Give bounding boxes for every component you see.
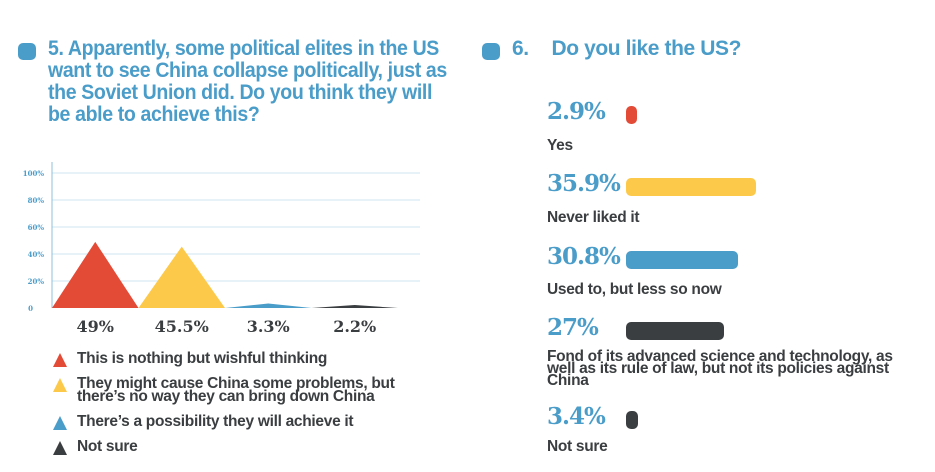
- data-label: 2.2%: [333, 317, 376, 336]
- triangle-bar: [225, 303, 312, 308]
- chart-marks: [52, 241, 398, 308]
- data-labels: 49% 45.5% 3.3% 2.2%: [77, 317, 377, 336]
- legend-triangle-blue-icon: [53, 416, 67, 430]
- legend-label: This is nothing but wishful thinking: [77, 350, 328, 367]
- y-tick-label: 0: [28, 304, 33, 313]
- result-label: Never liked it: [547, 209, 640, 226]
- data-label: 45.5%: [155, 317, 209, 336]
- chart-grid: [52, 172, 420, 282]
- legend-item: Not sure: [50, 438, 430, 455]
- question-6-number: 6.: [512, 37, 529, 60]
- y-axis-ticks: 0 20% 40% 60% 80% 100%: [23, 169, 45, 313]
- legend-triangle-red-icon: [53, 353, 67, 367]
- triangle-bar: [138, 246, 225, 308]
- result-label: Not sure: [547, 438, 608, 455]
- result-bar: [626, 106, 637, 124]
- triangle-bar: [311, 305, 398, 308]
- y-tick-label: 40%: [28, 250, 45, 259]
- result-label: Fond of its advanced science and technol…: [547, 348, 893, 389]
- result-label: Yes: [547, 137, 573, 154]
- result-percentage: 2.9%: [547, 98, 606, 125]
- question-5-bullet-icon: [18, 43, 36, 60]
- y-tick-label: 20%: [28, 277, 45, 286]
- legend-item: There’s a possibility they will achieve …: [50, 413, 430, 430]
- result-percentage: 3.4%: [547, 403, 606, 430]
- legend-item: This is nothing but wishful thinking: [50, 350, 430, 367]
- question-6-bullet-icon: [482, 43, 500, 60]
- legend-triangle-yellow-icon: [53, 378, 67, 392]
- data-label: 49%: [77, 317, 114, 336]
- result-percentage: 27%: [547, 314, 599, 341]
- result-label: Used to, but less so now: [547, 281, 722, 298]
- y-tick-label: 60%: [28, 223, 45, 232]
- triangle-bar: [52, 241, 139, 308]
- question-5-chart: 0 20% 40% 60% 80% 100% 49% 45.5% 3.3% 2.2%: [23, 162, 420, 336]
- legend-label: There’s a possibility they will achieve …: [77, 413, 354, 430]
- legend-label: Not sure: [77, 438, 138, 455]
- legend-triangle-dark-icon: [53, 441, 67, 455]
- question-6-text: Do you like the US?: [551, 37, 742, 60]
- result-percentage: 30.8%: [547, 243, 621, 270]
- result-bar: [626, 322, 724, 340]
- question-5-title: 5. Apparently, some political elites in …: [48, 37, 447, 126]
- y-tick-label: 100%: [23, 169, 45, 178]
- result-bar: [626, 178, 756, 196]
- data-label: 3.3%: [247, 317, 290, 336]
- result-percentage: 35.9%: [547, 170, 621, 197]
- y-tick-label: 80%: [28, 196, 45, 205]
- question-5-legend: This is nothing but wishful thinking The…: [50, 350, 430, 465]
- legend-label: They might cause China some problems, bu…: [77, 375, 395, 405]
- result-bar: [626, 251, 738, 269]
- legend-item: They might cause China some problems, bu…: [50, 375, 397, 405]
- result-bar: [626, 411, 639, 429]
- question-6-title: 6. Do you like the US?: [512, 38, 812, 60]
